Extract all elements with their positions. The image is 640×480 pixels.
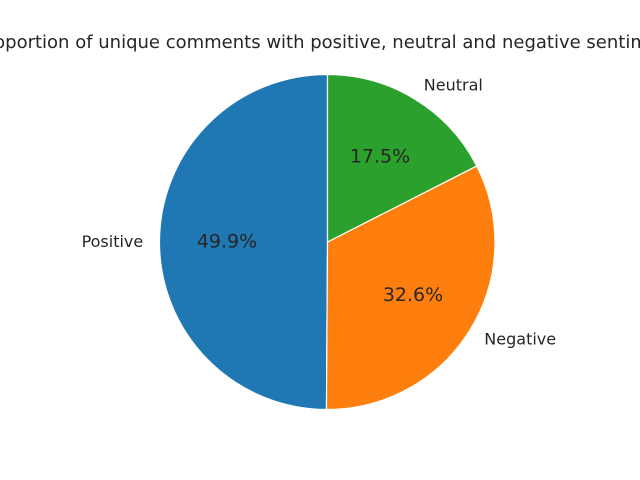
- slice-label-negative: Negative: [484, 329, 556, 348]
- pie-slice-positive: [158, 73, 329, 411]
- chart-title: Proportion of unique comments with posit…: [0, 32, 640, 53]
- slice-label-neutral: Neutral: [424, 75, 483, 94]
- slice-percent-neutral: 17.5%: [350, 145, 410, 167]
- slice-label-positive: Positive: [82, 232, 144, 251]
- slice-percent-negative: 32.6%: [383, 284, 443, 306]
- slice-percent-positive: 49.9%: [197, 231, 257, 253]
- pie-labels: Positive 49.9% Negative 32.6% Neutral 17.5%: [82, 75, 557, 348]
- pie-slice-negative: [325, 165, 496, 411]
- pie-slices: [158, 73, 496, 411]
- pie-slice-neutral: [326, 73, 478, 243]
